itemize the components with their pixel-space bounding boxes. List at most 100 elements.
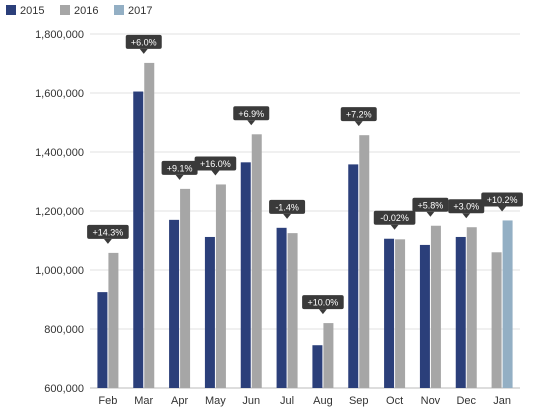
change-annotation: +10.0%: [302, 295, 344, 315]
change-annotation: +6.0%: [125, 34, 162, 54]
bar-2015-may: [204, 236, 215, 388]
legend-label-2017: 2017: [128, 5, 152, 17]
annotation-box: [412, 197, 449, 212]
change-annotation: +7.2%: [340, 107, 377, 127]
bar-2015-aug: [312, 345, 323, 388]
bar-2016-jul: [287, 233, 298, 388]
x-tick-label: Mar: [134, 395, 153, 407]
y-tick-label: 1,600,000: [35, 88, 84, 100]
annotation-label: +10.2%: [487, 195, 518, 205]
annotation-label: +10.0%: [308, 298, 339, 308]
annotation-box: [373, 210, 416, 225]
bar-2015-oct: [384, 238, 395, 388]
x-axis: Feb Mar Apr May Jun Jul Aug Sep Oct Nov Dec Jan: [98, 395, 511, 407]
annotation-pointer: [175, 174, 184, 180]
annotation-pointer: [498, 206, 507, 212]
annotation-pointer: [247, 120, 256, 126]
change-annotation: -0.02%: [373, 210, 416, 230]
change-annotation: +6.9%: [233, 106, 270, 126]
x-tick-label: Jan: [493, 395, 511, 407]
annotation-label: -1.4%: [275, 202, 299, 212]
bar-2015-jun: [240, 162, 251, 388]
x-tick-label: Dec: [456, 395, 476, 407]
bar-2015-sep: [348, 164, 359, 388]
bar-2016-feb: [108, 252, 119, 388]
change-annotation: +5.8%: [412, 197, 449, 217]
bar-2015-jul: [276, 227, 287, 388]
change-annotation: +16.0%: [194, 156, 237, 176]
y-axis: 600,000 800,000 1,000,000 1,200,000 1,400,00…: [35, 29, 84, 395]
bar-2016-jan: [491, 252, 502, 388]
legend-label-2015: 2015: [20, 5, 44, 17]
annotation-pointer: [139, 48, 148, 54]
annotation-box: [125, 34, 162, 49]
annotation-pointer: [390, 224, 399, 230]
bar-2016-jun: [251, 134, 262, 388]
annotation-label: +14.3%: [93, 227, 124, 237]
x-tick-label: Sep: [349, 395, 369, 407]
legend: 2015 2016 2017: [6, 5, 152, 17]
bar-2016-sep: [359, 135, 370, 388]
x-tick-label: Jul: [280, 395, 294, 407]
bar-2015-apr: [169, 219, 180, 388]
bars: [97, 62, 513, 389]
bar-2015-mar: [133, 91, 144, 389]
y-tick-label: 1,000,000: [35, 265, 84, 277]
change-annotation: +10.2%: [481, 192, 523, 212]
x-tick-label: Jun: [242, 395, 260, 407]
legend-swatch-2017: [114, 5, 124, 15]
bar-2016-mar: [144, 62, 155, 388]
annotation-box: [87, 224, 129, 239]
annotation-box: [302, 295, 344, 310]
annotation-pointer: [354, 121, 363, 127]
bar-2016-apr: [180, 188, 191, 388]
y-tick-label: 600,000: [44, 383, 84, 395]
bar-2016-aug: [323, 323, 334, 388]
annotation-label: +9.1%: [167, 163, 193, 173]
annotation-box: [269, 199, 306, 214]
annotation-label: -0.02%: [380, 213, 409, 223]
legend-label-2016: 2016: [74, 5, 98, 17]
annotation-box: [448, 199, 485, 214]
bar-2017-jan: [502, 220, 513, 388]
annotation-label: +5.8%: [418, 200, 444, 210]
x-tick-label: Aug: [313, 395, 333, 407]
y-tick-label: 800,000: [44, 324, 84, 336]
annotation-pointer: [103, 238, 112, 244]
annotation-pointer: [211, 170, 220, 176]
y-tick-label: 1,200,000: [35, 206, 84, 218]
annotation-label: +7.2%: [346, 110, 372, 120]
annotation-pointer: [283, 213, 292, 219]
annotation-box: [161, 160, 198, 175]
annotation-label: +16.0%: [200, 159, 231, 169]
bar-2015-feb: [97, 292, 108, 388]
legend-swatch-2016: [60, 5, 70, 15]
x-tick-label: May: [205, 395, 226, 407]
y-tick-label: 1,400,000: [35, 147, 84, 159]
x-tick-label: Oct: [386, 395, 403, 407]
annotation-label: +6.9%: [238, 109, 264, 119]
annotation-label: +3.0%: [453, 202, 479, 212]
change-annotation: +3.0%: [448, 199, 485, 219]
change-annotation: +9.1%: [161, 160, 198, 180]
annotation-pointer: [426, 211, 435, 217]
grid-lines: [90, 33, 520, 389]
change-annotations: +14.3% +6.0% +9.1% +16.0% +6.9% -1.4% +10.0% +7…: [87, 34, 523, 315]
y-tick-label: 1,800,000: [35, 29, 84, 41]
x-tick-label: Feb: [98, 395, 117, 407]
change-annotation: +14.3%: [87, 224, 129, 244]
bar-2016-oct: [395, 239, 406, 388]
bar-2016-may: [215, 184, 226, 388]
bar-2015-dec: [455, 236, 466, 388]
x-tick-label: Nov: [421, 395, 441, 407]
annotation-pointer: [462, 213, 471, 219]
annotation-box: [233, 106, 270, 121]
bar-2016-dec: [466, 227, 477, 388]
annotation-pointer: [318, 309, 327, 315]
annotation-box: [194, 156, 237, 171]
bar-2015-nov: [419, 244, 430, 388]
x-tick-label: Apr: [171, 395, 188, 407]
bar-2016-nov: [430, 225, 441, 388]
annotation-label: +6.0%: [131, 37, 157, 47]
change-annotation: -1.4%: [269, 199, 306, 219]
